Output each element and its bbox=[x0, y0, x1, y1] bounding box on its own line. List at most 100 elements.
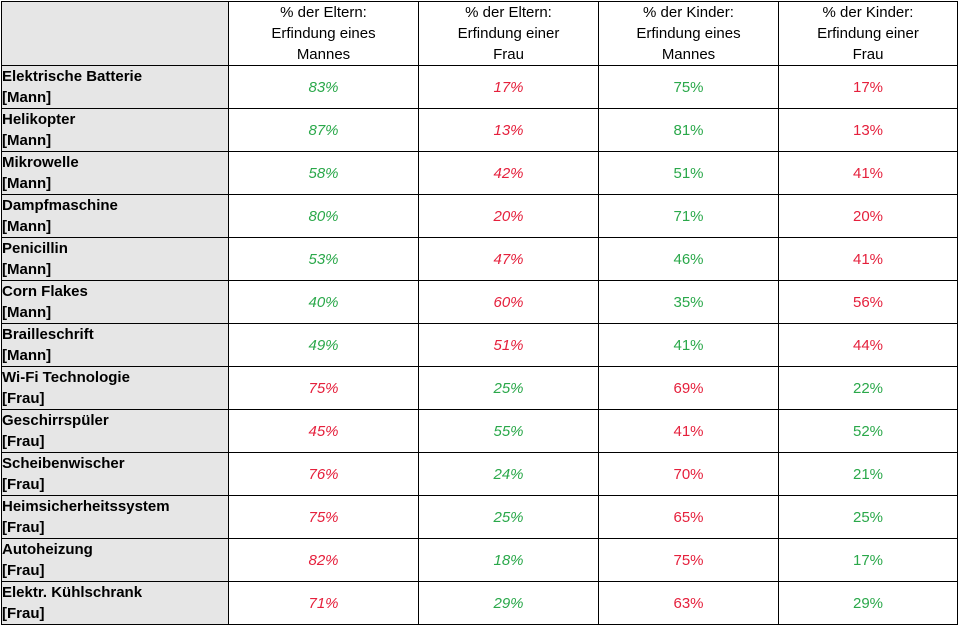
children-woman-value: 41% bbox=[778, 237, 958, 281]
header-line: Erfindung eines bbox=[271, 25, 376, 42]
inventor-gender: [Mann] bbox=[2, 132, 52, 149]
parents-man-value: 58% bbox=[228, 151, 419, 195]
header-line: % der Eltern: bbox=[465, 4, 552, 21]
invention-name: Helikopter bbox=[2, 111, 76, 128]
children-woman-value: 21% bbox=[778, 452, 958, 496]
parents-woman-value: 25% bbox=[418, 366, 599, 410]
parents-man-value: 71% bbox=[228, 581, 419, 625]
children-man-value: 41% bbox=[598, 409, 779, 453]
invention-cell: Dampfmaschine [Mann] bbox=[1, 194, 229, 238]
invention-cell: Heimsicherheitssystem [Frau] bbox=[1, 495, 229, 539]
parents-woman-value: 13% bbox=[418, 108, 599, 152]
header-line: Erfindung einer bbox=[457, 25, 560, 42]
header-children-woman: % der Kinder: Erfindung einer Frau bbox=[778, 1, 958, 66]
header-line: Erfindung eines bbox=[636, 25, 741, 42]
header-line: Frau bbox=[852, 46, 884, 63]
header-row: % der Eltern: Erfindung eines Mannes % d… bbox=[1, 1, 958, 66]
children-woman-value: 22% bbox=[778, 366, 958, 410]
invention-cell: Wi-Fi Technologie [Frau] bbox=[1, 366, 229, 410]
inventor-gender: [Mann] bbox=[2, 175, 52, 192]
parents-man-value: 76% bbox=[228, 452, 419, 496]
invention-cell: Elektr. Kühlschrank [Frau] bbox=[1, 581, 229, 625]
invention-name: Elektrische Batterie bbox=[2, 68, 143, 85]
inventor-gender: [Frau] bbox=[2, 605, 45, 622]
header-line: Frau bbox=[493, 46, 524, 63]
children-man-value: 63% bbox=[598, 581, 779, 625]
children-man-value: 65% bbox=[598, 495, 779, 539]
children-woman-value: 29% bbox=[778, 581, 958, 625]
invention-name: Heimsicherheitssystem bbox=[2, 498, 170, 515]
header-line: % der Kinder: bbox=[822, 4, 914, 21]
children-woman-value: 17% bbox=[778, 538, 958, 582]
children-woman-value: 13% bbox=[778, 108, 958, 152]
parents-man-value: 75% bbox=[228, 495, 419, 539]
invention-cell: Mikrowelle [Mann] bbox=[1, 151, 229, 195]
invention-name: Geschirrspüler bbox=[2, 412, 109, 429]
invention-cell: Scheibenwischer [Frau] bbox=[1, 452, 229, 496]
inventor-gender: [Mann] bbox=[2, 261, 52, 278]
children-woman-value: 56% bbox=[778, 280, 958, 324]
children-man-value: 41% bbox=[598, 323, 779, 367]
parents-woman-value: 55% bbox=[418, 409, 599, 453]
invention-cell: Corn Flakes [Mann] bbox=[1, 280, 229, 324]
table-row: Heimsicherheitssystem [Frau] 75% 25% 65% 25% bbox=[1, 495, 958, 539]
table-row: Geschirrspüler [Frau] 45% 55% 41% 52% bbox=[1, 409, 958, 453]
invention-name: Elektr. Kühlschrank bbox=[2, 584, 143, 601]
parents-woman-value: 29% bbox=[418, 581, 599, 625]
children-woman-value: 25% bbox=[778, 495, 958, 539]
header-line: Mannes bbox=[296, 46, 351, 63]
header-line: % der Eltern: bbox=[280, 4, 367, 21]
inventor-gender: [Mann] bbox=[2, 218, 52, 235]
inventor-gender: [Frau] bbox=[2, 433, 45, 450]
parents-man-value: 82% bbox=[228, 538, 419, 582]
invention-cell: Geschirrspüler [Frau] bbox=[1, 409, 229, 453]
parents-man-value: 49% bbox=[228, 323, 419, 367]
parents-man-value: 40% bbox=[228, 280, 419, 324]
children-man-value: 51% bbox=[598, 151, 779, 195]
parents-man-value: 53% bbox=[228, 237, 419, 281]
table-row: Corn Flakes [Mann] 40% 60% 35% 56% bbox=[1, 280, 958, 324]
children-man-value: 75% bbox=[598, 538, 779, 582]
parents-woman-value: 60% bbox=[418, 280, 599, 324]
header-line: % der Kinder: bbox=[643, 4, 734, 21]
inventor-gender: [Mann] bbox=[2, 347, 52, 364]
parents-man-value: 87% bbox=[228, 108, 419, 152]
parents-man-value: 75% bbox=[228, 366, 419, 410]
children-woman-value: 41% bbox=[778, 151, 958, 195]
table-row: Autoheizung [Frau] 82% 18% 75% 17% bbox=[1, 538, 958, 582]
inventor-gender: [Frau] bbox=[2, 519, 45, 536]
invention-cell: Brailleschrift [Mann] bbox=[1, 323, 229, 367]
inventor-gender: [Frau] bbox=[2, 390, 45, 407]
parents-woman-value: 17% bbox=[418, 65, 599, 109]
invention-cell: Penicillin [Mann] bbox=[1, 237, 229, 281]
invention-cell: Elektrische Batterie [Mann] bbox=[1, 65, 229, 109]
table-header: % der Eltern: Erfindung eines Mannes % d… bbox=[1, 1, 958, 66]
children-woman-value: 20% bbox=[778, 194, 958, 238]
children-woman-value: 17% bbox=[778, 65, 958, 109]
invention-name: Mikrowelle bbox=[2, 154, 79, 171]
table-row: Penicillin [Mann] 53% 47% 46% 41% bbox=[1, 237, 958, 281]
header-corner-cell bbox=[1, 1, 229, 66]
parents-woman-value: 20% bbox=[418, 194, 599, 238]
inventor-gender: [Frau] bbox=[2, 562, 45, 579]
children-man-value: 71% bbox=[598, 194, 779, 238]
invention-name: Scheibenwischer bbox=[2, 455, 125, 472]
table-row: Brailleschrift [Mann] 49% 51% 41% 44% bbox=[1, 323, 958, 367]
inventor-gender: [Mann] bbox=[2, 89, 52, 106]
table-row: Elektr. Kühlschrank [Frau] 71% 29% 63% 29% bbox=[1, 581, 958, 625]
header-parents-man: % der Eltern: Erfindung eines Mannes bbox=[228, 1, 419, 66]
table-row: Mikrowelle [Mann] 58% 42% 51% 41% bbox=[1, 151, 958, 195]
header-parents-woman: % der Eltern: Erfindung einer Frau bbox=[418, 1, 599, 66]
parents-woman-value: 42% bbox=[418, 151, 599, 195]
table-row: Elektrische Batterie [Mann] 83% 17% 75% 17% bbox=[1, 65, 958, 109]
children-man-value: 35% bbox=[598, 280, 779, 324]
children-woman-value: 52% bbox=[778, 409, 958, 453]
invention-cell: Autoheizung [Frau] bbox=[1, 538, 229, 582]
parents-man-value: 80% bbox=[228, 194, 419, 238]
children-man-value: 69% bbox=[598, 366, 779, 410]
children-man-value: 75% bbox=[598, 65, 779, 109]
table-row: Dampfmaschine [Mann] 80% 20% 71% 20% bbox=[1, 194, 958, 238]
parents-woman-value: 47% bbox=[418, 237, 599, 281]
parents-man-value: 83% bbox=[228, 65, 419, 109]
